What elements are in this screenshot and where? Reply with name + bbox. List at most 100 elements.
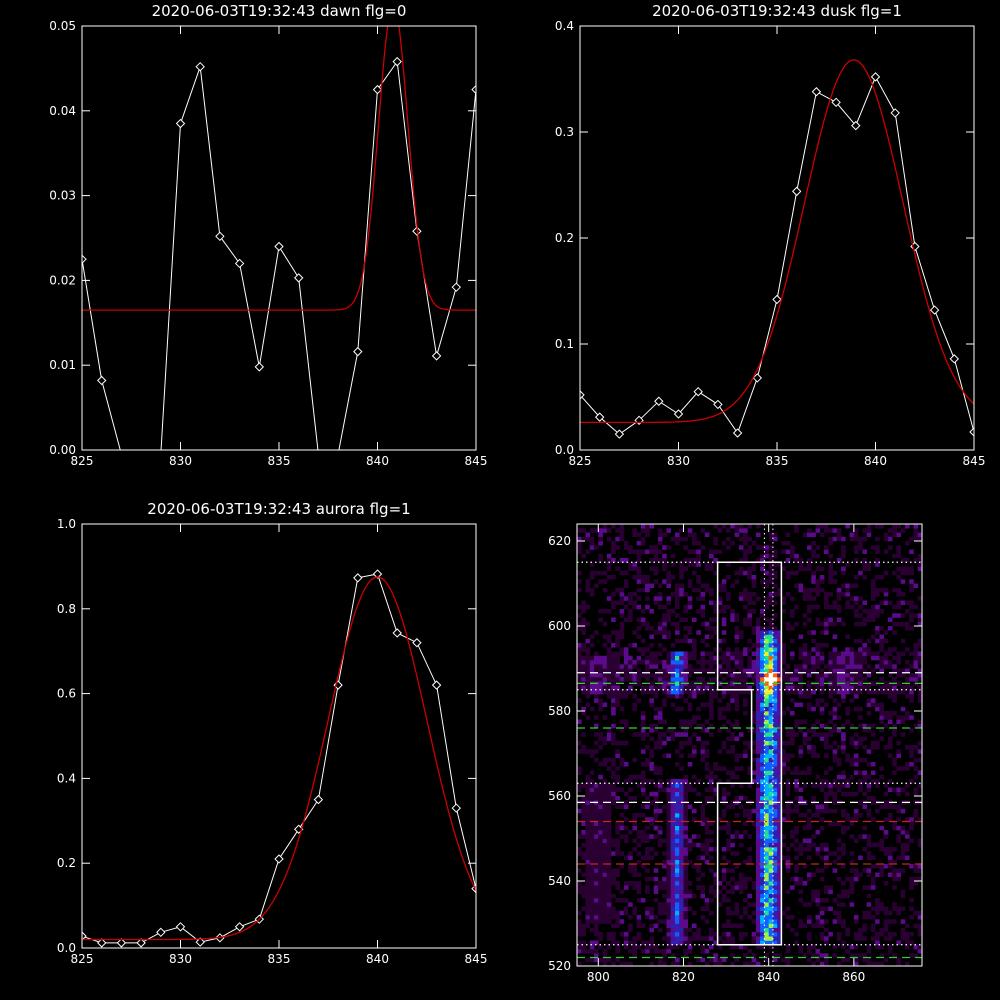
heatmap-cell [764,723,769,729]
heatmap-cell [615,796,620,801]
heatmap-cell [696,715,701,720]
heatmap-cell [704,621,710,627]
heatmap-cell [768,902,774,907]
heatmap-cell [666,668,671,673]
heatmap-cell [679,936,684,941]
heatmap-cell [892,906,897,911]
heatmap-cell [602,570,608,576]
heatmap-cell [675,677,680,682]
heatmap-cell [751,579,757,584]
heatmap-cell [675,813,680,818]
heatmap-cell [768,923,774,928]
heatmap-cell [598,706,603,712]
heatmap-cell [615,694,620,699]
heatmap-cell [730,723,735,729]
heatmap-cell [900,528,906,533]
heatmap-cell [883,638,889,644]
heatmap-cell [768,728,774,733]
heatmap-cell [657,668,663,673]
heatmap-cell [751,609,757,614]
heatmap-cell [900,927,906,933]
heatmap-cell [815,889,821,894]
heatmap-cell [623,541,629,546]
heatmap-cell [824,621,829,627]
heatmap-cell [743,592,748,597]
heatmap-cell [721,668,727,673]
heatmap-cell [657,770,663,775]
heatmap-cell [883,600,889,605]
heatmap-cell [853,600,859,605]
heatmap-cell [832,570,838,576]
heatmap-cell [679,808,684,814]
heatmap-cell [623,660,629,665]
heatmap-cell [772,630,778,635]
heatmap-cell [687,689,693,695]
heatmap-cell [666,600,671,605]
heatmap-cell [866,783,872,788]
heatmap-cell [883,587,889,593]
heatmap-cell [772,626,778,631]
heatmap-cell [755,842,761,848]
heatmap-cell [917,864,922,869]
heatmap-cell [832,634,838,639]
heatmap-cell [700,689,706,695]
heatmap-cell [870,745,876,750]
data-point-diamond [293,273,304,283]
heatmap-cell [683,566,689,571]
heatmap-cell [623,596,629,601]
heatmap-cell [913,583,919,588]
y-tick-label: 0.4 [555,19,574,33]
heatmap-cell [594,940,599,945]
heatmap-cell [623,885,629,890]
heatmap-cell [709,587,714,593]
heatmap-cell [883,532,889,537]
heatmap-cell [879,927,884,933]
heatmap-cell [687,881,693,886]
heatmap-cell [594,893,599,899]
heatmap-cell [666,915,671,920]
heatmap-cell [721,957,727,962]
heatmap-cell [845,681,850,686]
heatmap-cell [768,596,774,601]
heatmap-cell [623,583,629,588]
heatmap-cell [606,558,612,563]
heatmap-cell [879,685,884,690]
heatmap-cell [909,728,914,733]
heatmap-cell [755,668,761,673]
heatmap-cell [606,830,612,835]
heatmap-cell [585,910,591,916]
y-tick-label: 620 [548,534,571,548]
heatmap-cell [768,893,774,899]
heatmap-cell [679,655,684,661]
heatmap-cell [687,804,693,809]
heatmap-cell [675,923,680,928]
heatmap-cell [785,923,791,928]
heatmap-cell [777,732,782,737]
heatmap-cell [632,872,637,877]
heatmap-cell [632,838,637,843]
heatmap-cell [909,613,914,618]
heatmap-cell [577,549,582,554]
heatmap-cell [853,762,859,767]
heatmap-cell [730,745,735,750]
heatmap-cell [704,859,710,865]
heatmap-cell [670,621,676,627]
heatmap-cell [666,881,671,886]
heatmap-cell [666,736,671,741]
heatmap-cell [879,902,884,907]
heatmap-cell [772,719,778,724]
heatmap-cell [585,664,591,669]
heatmap-cell [687,893,693,899]
heatmap-cell [675,936,680,941]
heatmap-cell [653,944,659,950]
heatmap-cell [777,927,782,933]
heatmap-cell [730,736,735,741]
heatmap-cell [794,783,799,788]
heatmap-cell [726,664,731,669]
heatmap-cell [602,787,608,792]
heatmap-cell [764,638,769,644]
heatmap-cell [679,562,684,567]
heatmap-cell [670,953,676,958]
heatmap-cell [645,889,650,894]
heatmap-cell [636,575,642,580]
